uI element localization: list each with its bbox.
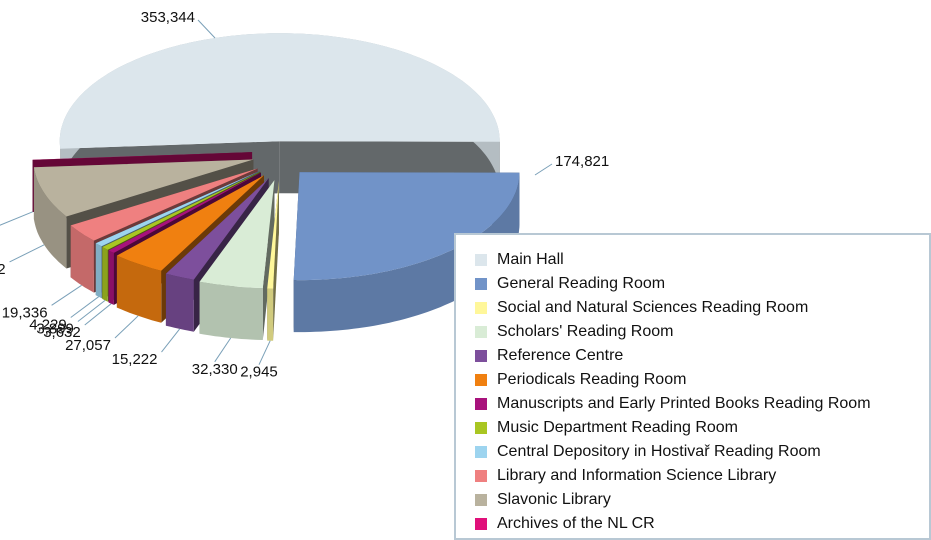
value-label: 15,222 bbox=[112, 351, 158, 368]
leader-line bbox=[258, 340, 271, 365]
legend-label: Slavonic Library bbox=[497, 491, 611, 508]
legend-label: General Reading Room bbox=[497, 275, 665, 292]
legend-label: Central Depository in Hostivař Reading R… bbox=[497, 443, 821, 460]
legend-label: Main Hall bbox=[497, 251, 564, 268]
slice-top bbox=[59, 33, 500, 149]
legend-box bbox=[454, 233, 931, 540]
slice bbox=[267, 180, 279, 341]
slice-wall bbox=[70, 225, 94, 293]
leader-line bbox=[161, 328, 181, 353]
slice-wall bbox=[95, 243, 102, 299]
legend-label: Library and Information Science Library bbox=[497, 467, 776, 484]
leader-line bbox=[0, 211, 33, 226]
value-label: 19,336 bbox=[2, 304, 48, 321]
leader-line bbox=[534, 163, 553, 176]
leader-line bbox=[114, 315, 139, 339]
leader-line bbox=[214, 337, 232, 363]
slice-top bbox=[108, 172, 261, 253]
slice-wall bbox=[33, 167, 67, 269]
legend-swatch bbox=[475, 470, 487, 482]
legend-swatch bbox=[475, 254, 487, 266]
slice-top bbox=[165, 178, 269, 280]
value-label: 3,899 bbox=[36, 320, 74, 337]
slice-top bbox=[102, 171, 261, 250]
slice-top bbox=[267, 180, 279, 289]
slice-wall bbox=[108, 250, 114, 305]
slice-top bbox=[33, 159, 254, 217]
value-label: 4,229 bbox=[29, 316, 67, 333]
legend: Main Hall General Reading Room Social and … bbox=[454, 233, 931, 540]
slice-wall bbox=[116, 255, 162, 323]
slice-top bbox=[95, 171, 260, 247]
value-label: 353,344 bbox=[141, 9, 195, 26]
slice-top bbox=[70, 168, 258, 241]
value-label: 3,632 bbox=[43, 324, 81, 341]
value-label: 32,330 bbox=[192, 361, 238, 378]
legend-label: Music Department Reading Room bbox=[497, 419, 738, 436]
slice-wall bbox=[267, 288, 274, 341]
legend-swatch bbox=[475, 494, 487, 506]
leader-line bbox=[197, 19, 216, 39]
leader-line bbox=[9, 244, 45, 263]
value-label: 53,112 bbox=[0, 261, 6, 278]
value-label: 27,057 bbox=[65, 337, 111, 354]
leader-line bbox=[51, 284, 82, 306]
slice-top bbox=[199, 180, 275, 288]
legend-label: Scholars' Reading Room bbox=[497, 323, 673, 340]
leader-line bbox=[84, 303, 112, 326]
leader-line bbox=[77, 299, 106, 322]
legend-swatch bbox=[475, 302, 487, 314]
legend-swatch bbox=[475, 398, 487, 410]
value-label: 174,821 bbox=[555, 153, 609, 170]
legend-swatch bbox=[475, 374, 487, 386]
slice-wall bbox=[199, 281, 263, 340]
pie bbox=[32, 33, 520, 341]
slice bbox=[199, 180, 275, 341]
value-label: 2,945 bbox=[240, 364, 278, 381]
slice-top bbox=[32, 152, 253, 160]
legend-swatch bbox=[475, 446, 487, 458]
legend-swatch bbox=[475, 518, 487, 530]
slice-top bbox=[116, 175, 264, 271]
slice-wall bbox=[102, 247, 108, 302]
legend-swatch bbox=[475, 278, 487, 290]
slice-wall bbox=[165, 273, 194, 332]
leader-line bbox=[70, 296, 99, 318]
legend-label: Reference Centre bbox=[497, 347, 623, 364]
legend-swatch bbox=[475, 422, 487, 434]
legend-swatch bbox=[475, 350, 487, 362]
legend-label: Archives of the NL CR bbox=[497, 515, 655, 532]
legend-label: Periodicals Reading Room bbox=[497, 371, 686, 388]
legend-label: Social and Natural Sciences Reading Room bbox=[497, 299, 808, 316]
legend-swatch bbox=[475, 326, 487, 338]
legend-label: Manuscripts and Early Printed Books Read… bbox=[497, 395, 871, 412]
slice-top bbox=[293, 172, 520, 281]
